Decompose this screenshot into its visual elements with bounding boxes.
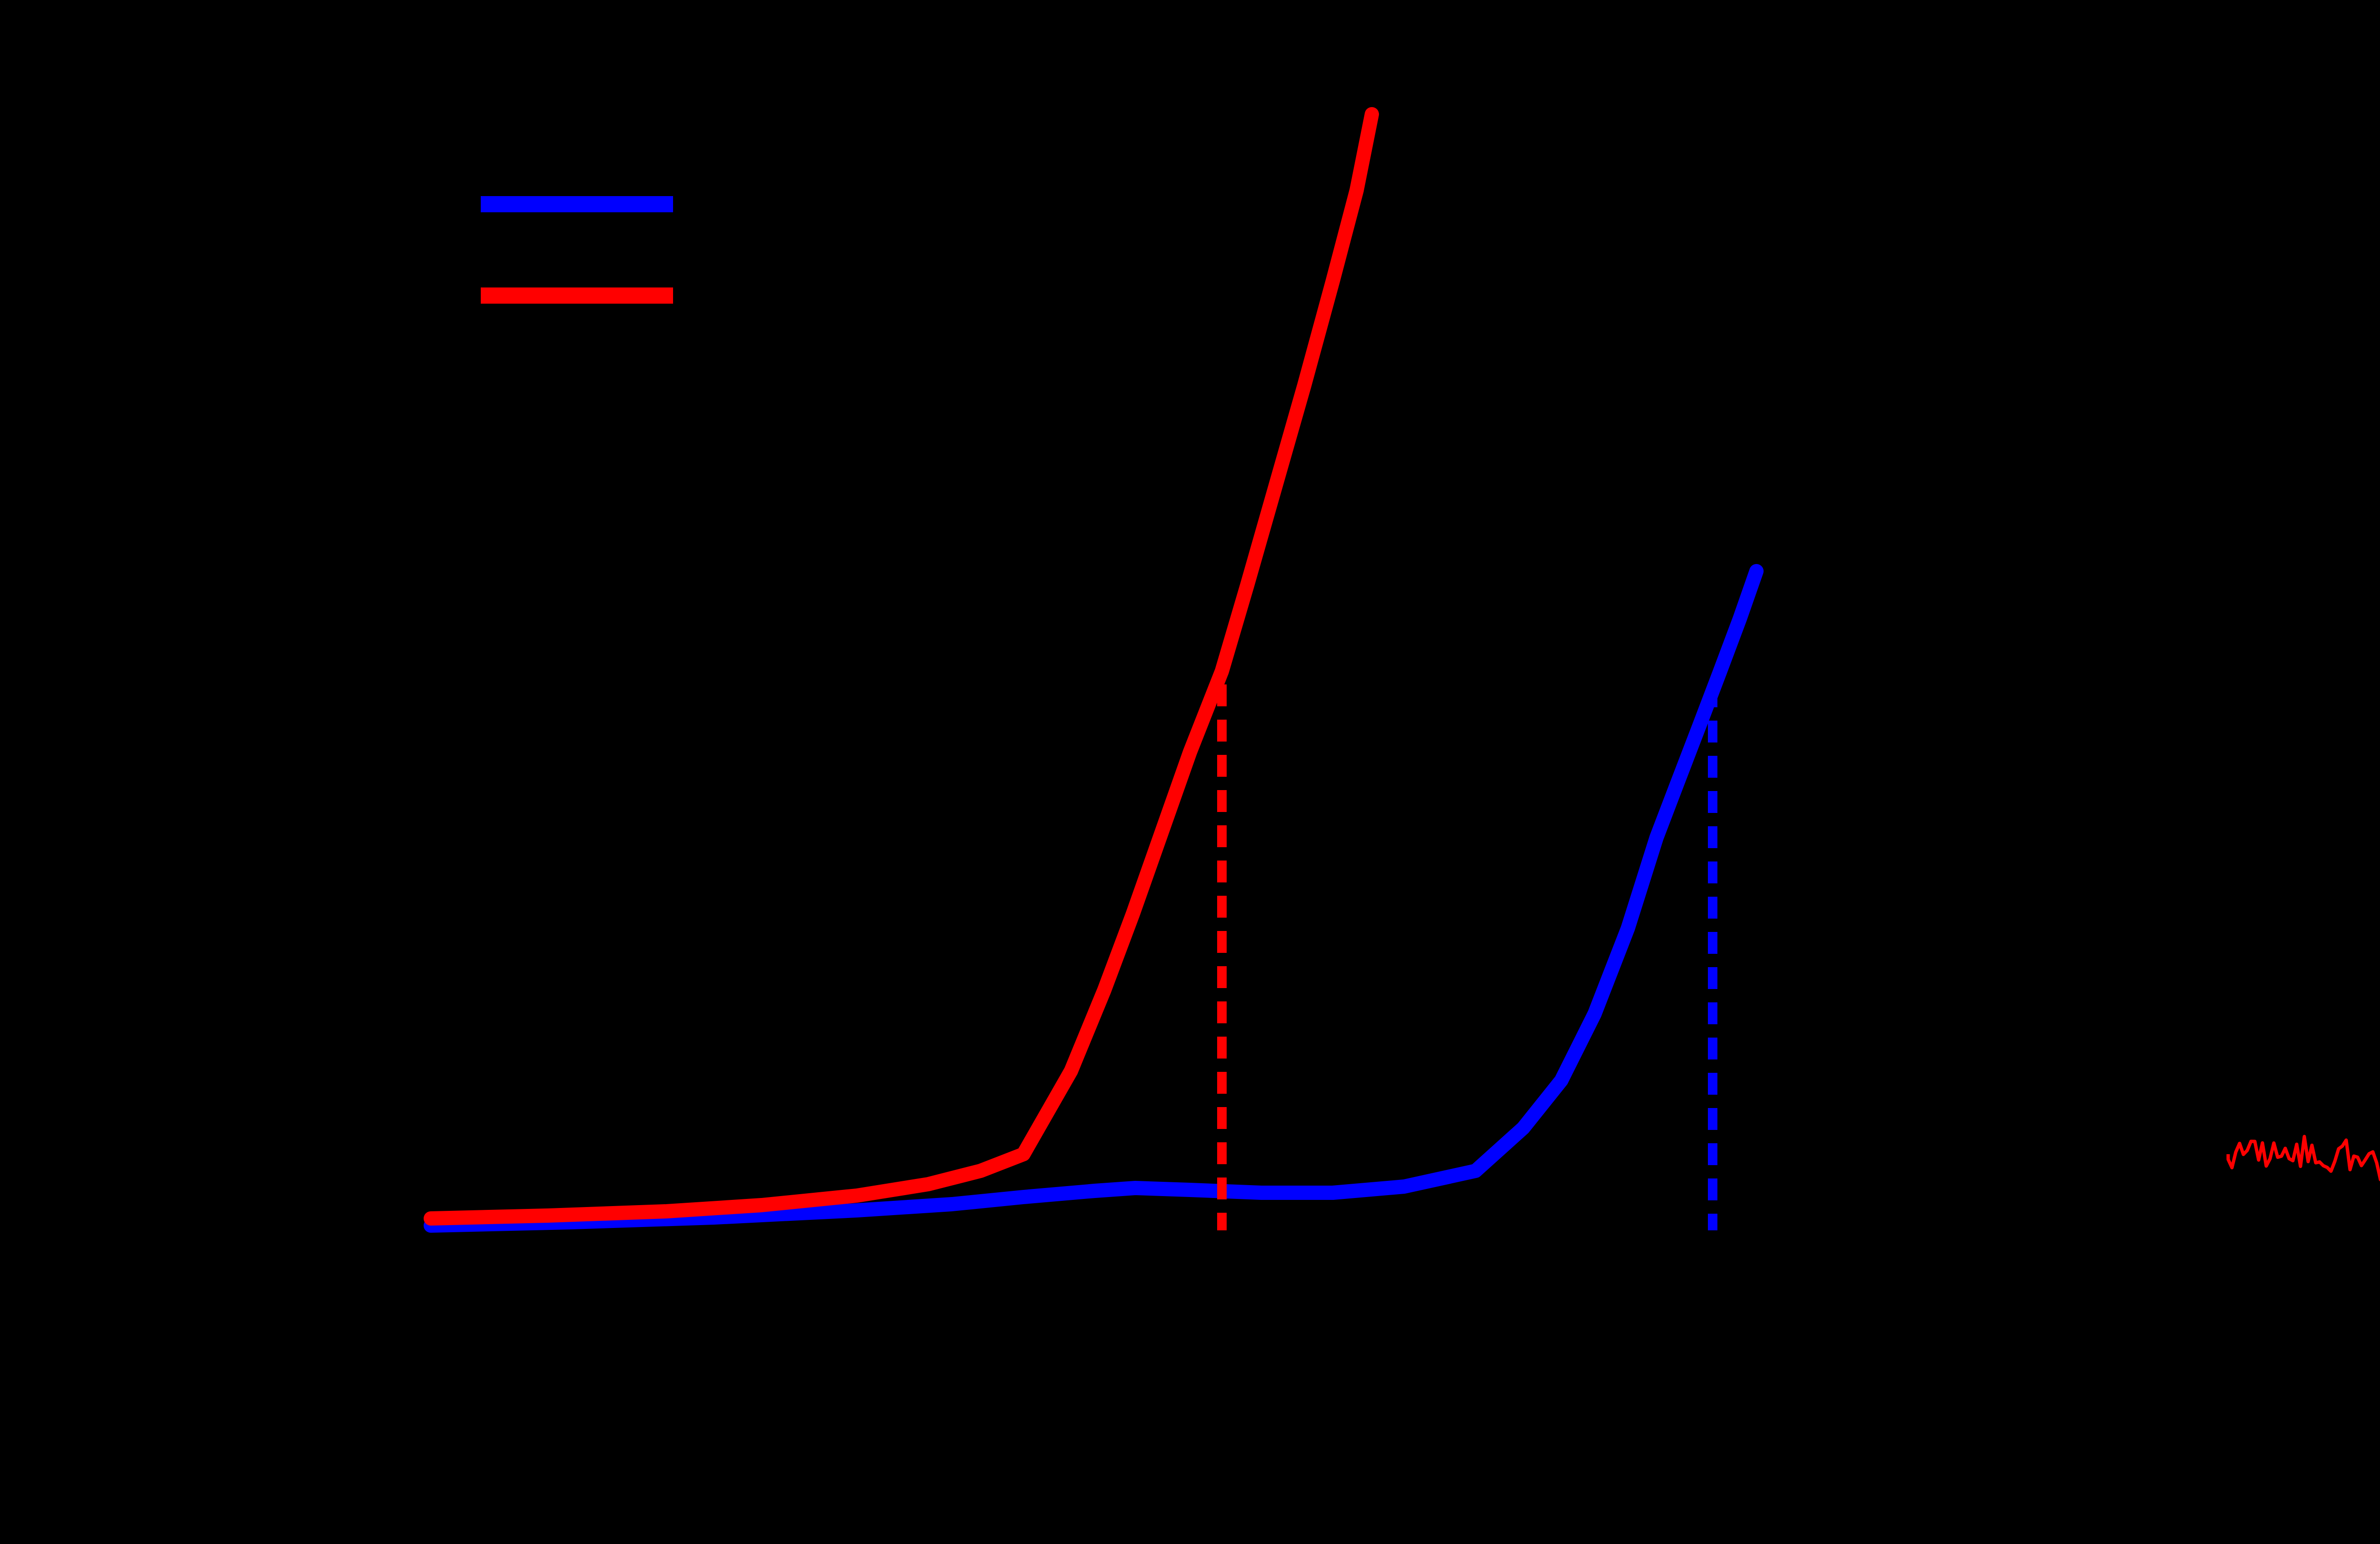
noise-trace [2226,1135,2380,1181]
blue-curve [424,564,1764,1233]
bottom-spectrum-red: ♥♣♥♥ [2226,1135,2380,1181]
panel-a [424,107,1764,1233]
panel-b: ♣♥ ♥♣♥♥ ♣ Formate ♥ Terephthalate [2226,1135,2380,1181]
red-curve [424,107,1379,1226]
